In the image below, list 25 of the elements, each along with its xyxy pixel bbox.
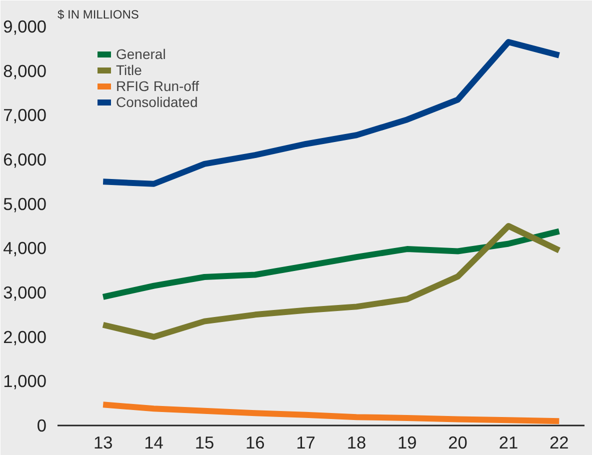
legend-label: General: [116, 46, 166, 62]
x-tick-label: 19: [398, 432, 417, 452]
y-axis-title: $ IN MILLIONS: [58, 8, 139, 22]
y-tick-label: 3,000: [3, 282, 47, 302]
y-tick-label: 1,000: [3, 371, 47, 392]
x-tick-label: 21: [498, 432, 518, 452]
x-tick-label: 15: [194, 432, 214, 452]
y-tick-label: 0: [36, 416, 47, 436]
y-tick-label: 6,000: [3, 150, 47, 170]
x-tick-label: 14: [144, 432, 164, 452]
y-tick-label: 9,000: [3, 16, 47, 36]
y-tick-label: 4,000: [3, 238, 47, 258]
x-tick-label: 18: [346, 432, 366, 452]
y-tick-label: 5,000: [3, 194, 47, 214]
legend-label: RFIG Run-off: [116, 78, 199, 94]
x-tick-label: 20: [448, 432, 468, 452]
x-tick-label: 16: [245, 432, 265, 452]
legend-label: Title: [116, 62, 142, 78]
x-tick-label: 17: [296, 432, 316, 452]
y-tick-label: 7,000: [3, 105, 47, 126]
legend-label: Consolidated: [116, 94, 198, 110]
x-tick-label: 13: [93, 432, 113, 452]
y-tick-label: 2,000: [3, 326, 47, 347]
y-tick-label: 8,000: [3, 60, 47, 81]
x-tick-label: 22: [550, 432, 569, 452]
